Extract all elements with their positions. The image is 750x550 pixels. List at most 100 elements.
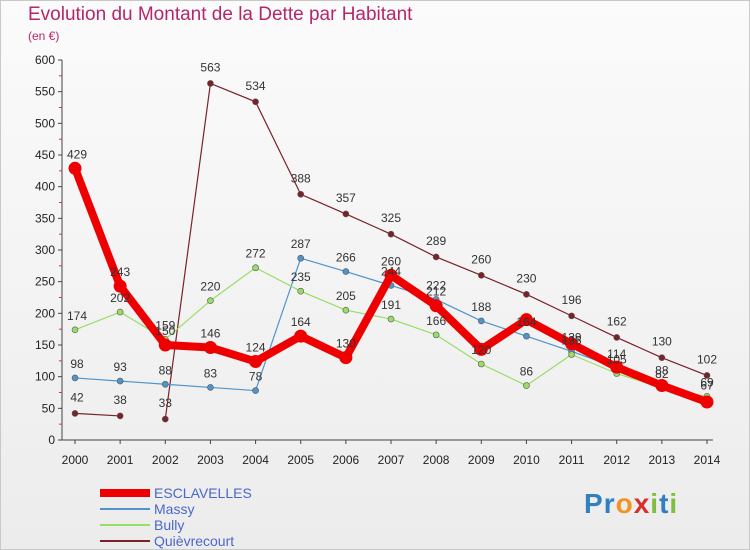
data-label: 289 (426, 234, 446, 248)
data-point (474, 342, 488, 356)
data-point (523, 332, 530, 340)
data-point (432, 331, 440, 339)
data-label: 429 (67, 147, 87, 161)
data-point (207, 80, 214, 87)
series-3 (71, 80, 711, 423)
y-tick-label: 150 (35, 338, 55, 352)
data-label: 235 (291, 270, 311, 284)
logo-letter: o (615, 488, 634, 519)
data-point (477, 272, 485, 279)
data-point (384, 268, 398, 282)
x-tick-label: 2008 (423, 453, 450, 467)
data-label: 114 (607, 347, 626, 361)
x-tick-label: 2000 (62, 453, 89, 467)
data-label: 191 (381, 298, 401, 312)
data-label: 78 (249, 370, 263, 384)
data-point (71, 410, 79, 417)
data-label: 146 (200, 327, 220, 341)
data-label: 93 (113, 360, 127, 374)
proxiti-logo: Proxiti (584, 488, 678, 520)
data-label: 159 (155, 318, 175, 332)
data-label: 196 (562, 293, 582, 307)
data-point (568, 312, 575, 320)
data-label: 325 (381, 211, 401, 225)
x-tick-label: 2006 (333, 453, 360, 467)
data-label: 150 (155, 324, 175, 338)
y-tick-label: 300 (35, 243, 55, 257)
data-label: 212 (426, 285, 446, 299)
data-point (203, 341, 217, 355)
data-point (342, 210, 350, 218)
data-label: 135 (562, 334, 582, 348)
data-label: 98 (70, 357, 84, 371)
data-label: 266 (336, 251, 356, 265)
x-tick-label: 2001 (107, 453, 134, 467)
data-point (116, 412, 124, 420)
data-point (207, 384, 214, 391)
data-label: 82 (655, 367, 669, 381)
data-label: 105 (607, 353, 627, 367)
logo-letter: r (603, 488, 616, 519)
data-point (429, 299, 443, 313)
data-point (655, 379, 669, 393)
y-tick-label: 100 (35, 370, 55, 384)
series-line (74, 412, 121, 417)
data-point (565, 337, 579, 351)
data-label: 124 (246, 340, 266, 354)
data-label: 139 (562, 330, 582, 344)
data-label: 130 (652, 335, 672, 349)
y-tick-label: 350 (35, 211, 55, 225)
data-label: 243 (110, 265, 130, 279)
data-label: 86 (520, 365, 534, 379)
y-tick-label: 550 (35, 85, 55, 99)
data-label: 202 (110, 291, 130, 305)
data-label: 166 (426, 314, 446, 328)
data-label: 205 (336, 289, 356, 303)
y-tick-label: 450 (35, 148, 55, 162)
data-label: 33 (159, 396, 173, 410)
data-label: 120 (471, 343, 491, 357)
legend-label: Bully (154, 517, 184, 533)
data-point (252, 98, 259, 106)
data-label: 222 (426, 278, 446, 292)
x-tick-label: 2004 (242, 453, 269, 467)
x-tick-label: 2014 (694, 453, 721, 467)
data-label: 287 (291, 237, 311, 251)
data-point (342, 268, 350, 275)
data-point (68, 161, 82, 175)
data-point (207, 297, 214, 304)
data-point (477, 360, 485, 368)
data-label: 83 (204, 366, 218, 380)
data-point (610, 360, 624, 374)
legend-label: Massy (154, 501, 194, 517)
series-2 (71, 264, 711, 400)
data-label: 260 (381, 254, 401, 268)
data-point (294, 329, 308, 343)
data-label: 357 (336, 191, 356, 205)
data-point (387, 315, 395, 323)
data-label: 164 (516, 315, 536, 329)
data-point (116, 308, 124, 316)
y-tick-label: 500 (35, 116, 55, 130)
logo-letter: i (669, 488, 679, 519)
data-point (613, 334, 621, 341)
data-label: 42 (70, 390, 84, 404)
data-point (519, 313, 533, 327)
data-point (116, 377, 124, 385)
data-label: 534 (246, 79, 266, 93)
data-label: 162 (607, 314, 627, 328)
y-tick-label: 400 (35, 180, 55, 194)
data-point (71, 326, 79, 334)
y-tick-label: 600 (35, 53, 55, 67)
logo-letter: t (659, 488, 670, 519)
x-tick-label: 2009 (468, 453, 495, 467)
x-tick-label: 2007 (378, 453, 405, 467)
data-point (568, 351, 575, 358)
data-label: 88 (159, 363, 173, 377)
logo-letter: x (633, 488, 651, 519)
data-point (339, 351, 353, 365)
data-point (703, 372, 711, 379)
data-label: 260 (471, 252, 491, 266)
